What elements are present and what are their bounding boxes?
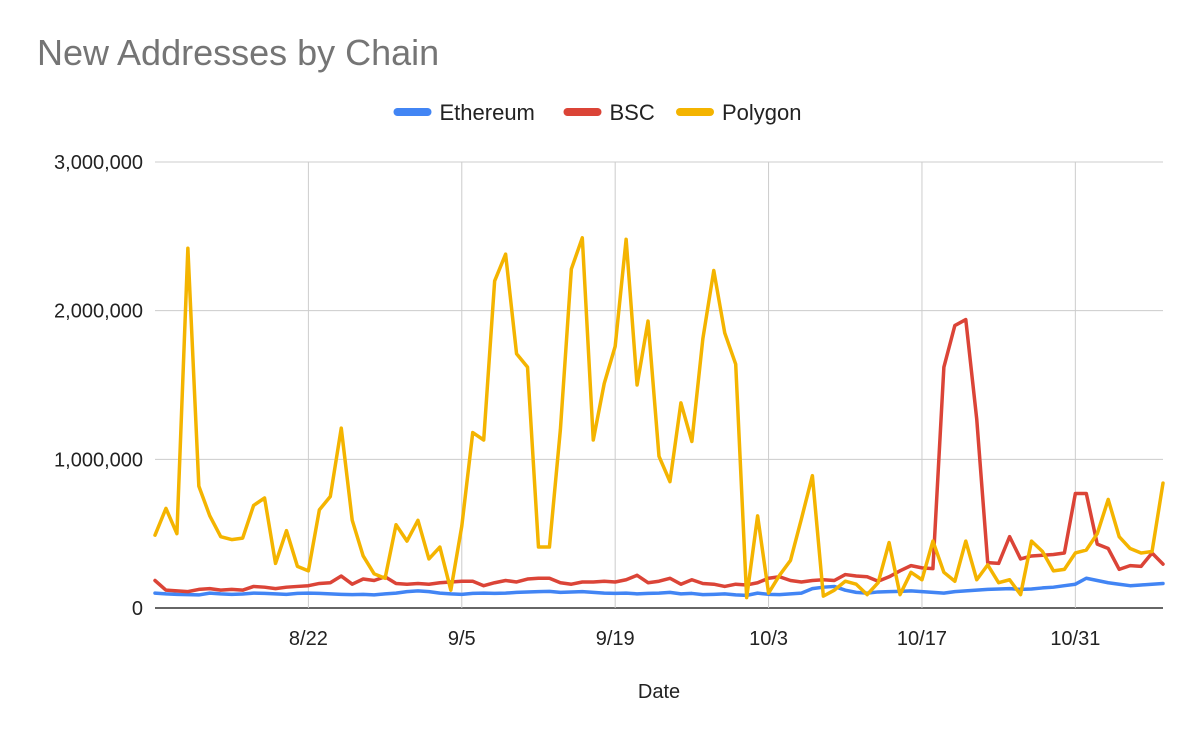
- x-tick-label: 9/19: [596, 628, 635, 650]
- legend-item-ethereum[interactable]: Ethereum: [393, 100, 535, 125]
- chart-title: New Addresses by Chain: [37, 32, 440, 73]
- y-tick-label: 0: [132, 598, 143, 620]
- series-line-ethereum: [153, 576, 1165, 598]
- legend-label-polygon: Polygon: [722, 100, 802, 125]
- x-tick-label: 10/3: [749, 628, 788, 650]
- legend-label-bsc: BSC: [610, 100, 655, 125]
- y-tick-label: 1,000,000: [54, 449, 143, 471]
- y-tick-label: 2,000,000: [54, 301, 143, 323]
- x-tick-label: 10/31: [1050, 628, 1100, 650]
- series-line-polygon: [153, 236, 1165, 600]
- x-tick-label: 10/17: [897, 628, 947, 650]
- legend-label-ethereum: Ethereum: [440, 100, 535, 125]
- x-axis-title: Date: [638, 681, 680, 703]
- series-line-bsc: [153, 317, 1165, 594]
- legend-item-bsc[interactable]: BSC: [563, 100, 655, 125]
- legend-item-polygon[interactable]: Polygon: [676, 100, 802, 125]
- x-tick-label: 8/22: [289, 628, 328, 650]
- y-tick-label: 3,000,000: [54, 152, 143, 174]
- x-tick-label: 9/5: [448, 628, 476, 650]
